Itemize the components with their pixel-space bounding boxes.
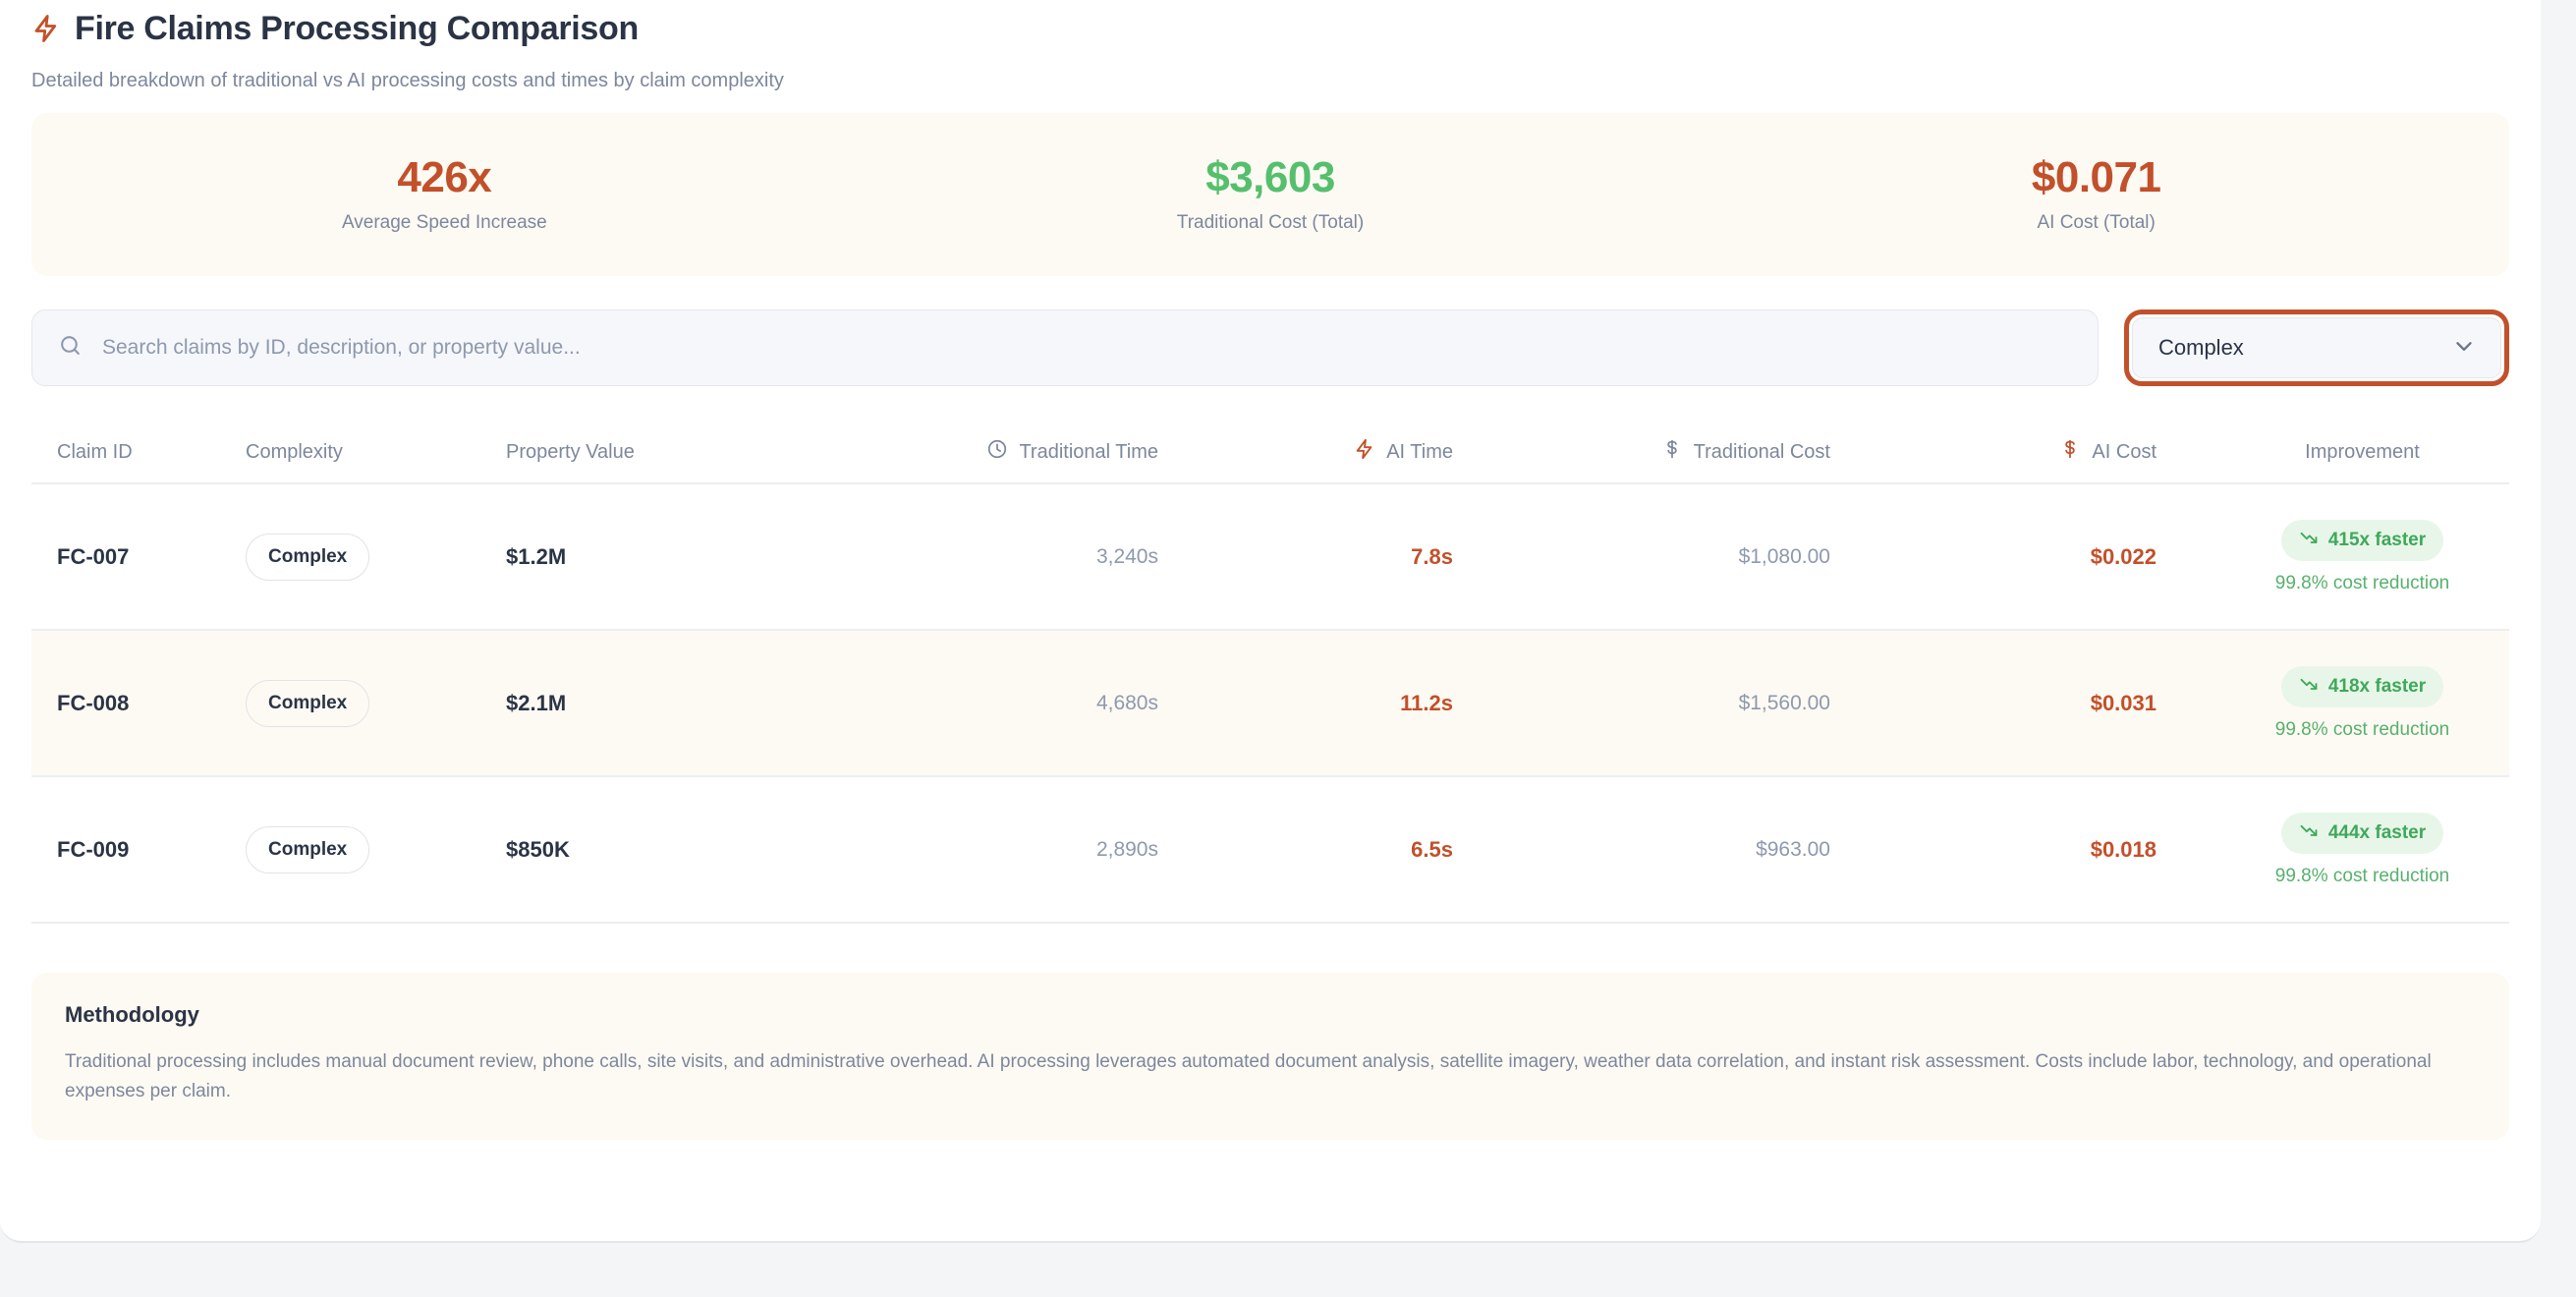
stat-value: $0.071	[2031, 153, 2161, 202]
lightning-bolt-icon	[1354, 438, 1375, 466]
stat-traditional-cost-total: $3,603 Traditional Cost (Total)	[858, 155, 1684, 233]
stat-label: AI Cost (Total)	[2037, 211, 2156, 233]
improvement-badge: 418x faster	[2280, 665, 2444, 707]
complexity-badge: Complex	[246, 533, 370, 581]
trending-down-icon	[2299, 674, 2319, 700]
improvement-badge: 444x faster	[2280, 812, 2444, 854]
cell-claim-id: FC-007	[57, 543, 130, 569]
stat-average-speed-increase: 426x Average Speed Increase	[31, 155, 858, 233]
lightning-bolt-icon	[31, 13, 61, 44]
trending-down-icon	[2299, 528, 2319, 553]
improvement-badge-label: 418x faster	[2327, 675, 2427, 697]
dollar-icon	[1661, 438, 1683, 466]
cell-ai-time: 6.5s	[1411, 836, 1453, 862]
complexity-filter-inner[interactable]: Complex	[2132, 317, 2501, 378]
stat-ai-cost-total: $0.071 AI Cost (Total)	[1683, 155, 2509, 233]
cell-improvement: 418x faster 99.8% cost reduction	[2215, 665, 2509, 741]
cell-traditional-time: 3,240s	[1095, 544, 1158, 568]
complexity-badge: Complex	[246, 825, 370, 874]
cost-reduction-note: 99.8% cost reduction	[2274, 718, 2450, 740]
controls-row: Complex	[31, 310, 2509, 386]
table-row[interactable]: FC-007 Complex $1.2M 3,240s 7.8s $1,080.…	[31, 484, 2509, 631]
table-row[interactable]: FC-008 Complex $2.1M 4,680s 11.2s $1,560…	[31, 631, 2509, 777]
cell-traditional-time: 4,680s	[1095, 691, 1158, 714]
cost-reduction-note: 99.8% cost reduction	[2274, 865, 2450, 886]
cell-property-value: $850K	[506, 836, 570, 862]
search-input[interactable]	[102, 336, 2072, 360]
cell-claim-id: FC-008	[57, 690, 130, 715]
column-label: AI Cost	[2092, 440, 2156, 463]
cost-reduction-note: 99.8% cost reduction	[2274, 572, 2450, 593]
stat-value: 426x	[397, 153, 492, 202]
cell-property-value: $2.1M	[506, 690, 567, 715]
table-header-row: Claim ID Complexity Property Value	[31, 422, 2509, 484]
column-header-ai-cost: AI Cost	[1911, 438, 2215, 466]
improvement-badge-label: 415x faster	[2327, 529, 2427, 550]
cell-ai-cost: $0.018	[2090, 836, 2156, 862]
column-label: Claim ID	[57, 440, 133, 463]
cell-improvement: 444x faster 99.8% cost reduction	[2215, 812, 2509, 887]
improvement-badge-label: 444x faster	[2327, 821, 2427, 843]
page-subtitle: Detailed breakdown of traditional vs AI …	[31, 70, 784, 91]
column-header-complexity: Complexity	[246, 441, 506, 464]
cell-traditional-cost: $1,560.00	[1738, 691, 1830, 714]
stat-label: Traditional Cost (Total)	[1176, 211, 1365, 233]
methodology-panel: Methodology Traditional processing inclu…	[31, 973, 2509, 1141]
methodology-title: Methodology	[65, 1002, 199, 1027]
column-label: Property Value	[506, 440, 635, 463]
cell-property-value: $1.2M	[506, 543, 567, 569]
chevron-down-icon	[2451, 333, 2477, 364]
cell-ai-cost: $0.031	[2090, 690, 2156, 715]
card-header: Fire Claims Processing Comparison Detail…	[31, 6, 2509, 92]
cell-claim-id: FC-009	[57, 836, 130, 862]
column-header-ai-time: AI Time	[1253, 438, 1547, 466]
stat-value: $3,603	[1205, 153, 1335, 202]
table-row[interactable]: FC-009 Complex $850K 2,890s 6.5s $963.00…	[31, 777, 2509, 924]
column-header-property-value: Property Value	[506, 441, 899, 464]
cell-traditional-cost: $1,080.00	[1738, 544, 1830, 568]
clock-icon	[986, 438, 1008, 466]
stat-label: Average Speed Increase	[341, 211, 547, 233]
column-header-traditional-time: Traditional Time	[899, 438, 1253, 466]
methodology-body: Traditional processing includes manual d…	[65, 1051, 2432, 1102]
column-header-traditional-cost: Traditional Cost	[1547, 438, 1911, 466]
complexity-filter-select[interactable]: Complex	[2124, 310, 2509, 386]
complexity-filter-value: Complex	[2158, 335, 2244, 360]
cell-traditional-time: 2,890s	[1095, 837, 1158, 861]
cell-traditional-cost: $963.00	[1756, 837, 1830, 861]
column-header-improvement: Improvement	[2215, 441, 2509, 464]
cell-ai-time: 11.2s	[1400, 690, 1453, 715]
column-header-claim-id: Claim ID	[31, 441, 246, 464]
summary-stats-bar: 426x Average Speed Increase $3,603 Tradi…	[31, 113, 2509, 276]
cell-improvement: 415x faster 99.8% cost reduction	[2215, 519, 2509, 594]
column-label: Improvement	[2305, 440, 2420, 463]
page-title: Fire Claims Processing Comparison	[75, 10, 639, 47]
column-label: Traditional Cost	[1693, 440, 1830, 463]
search-box[interactable]	[31, 310, 2099, 386]
improvement-badge: 415x faster	[2280, 519, 2444, 561]
column-label: Complexity	[246, 440, 343, 463]
comparison-card: Fire Claims Processing Comparison Detail…	[0, 0, 2541, 1243]
search-icon	[58, 333, 83, 363]
complexity-badge: Complex	[246, 679, 370, 727]
title-row: Fire Claims Processing Comparison	[31, 6, 2509, 51]
cell-ai-time: 7.8s	[1411, 543, 1453, 569]
column-label: AI Time	[1386, 440, 1453, 463]
dollar-icon	[2059, 438, 2081, 466]
column-label: Traditional Time	[1019, 440, 1158, 463]
claims-table: Claim ID Complexity Property Value	[31, 422, 2509, 924]
cell-ai-cost: $0.022	[2090, 543, 2156, 569]
trending-down-icon	[2299, 820, 2319, 846]
